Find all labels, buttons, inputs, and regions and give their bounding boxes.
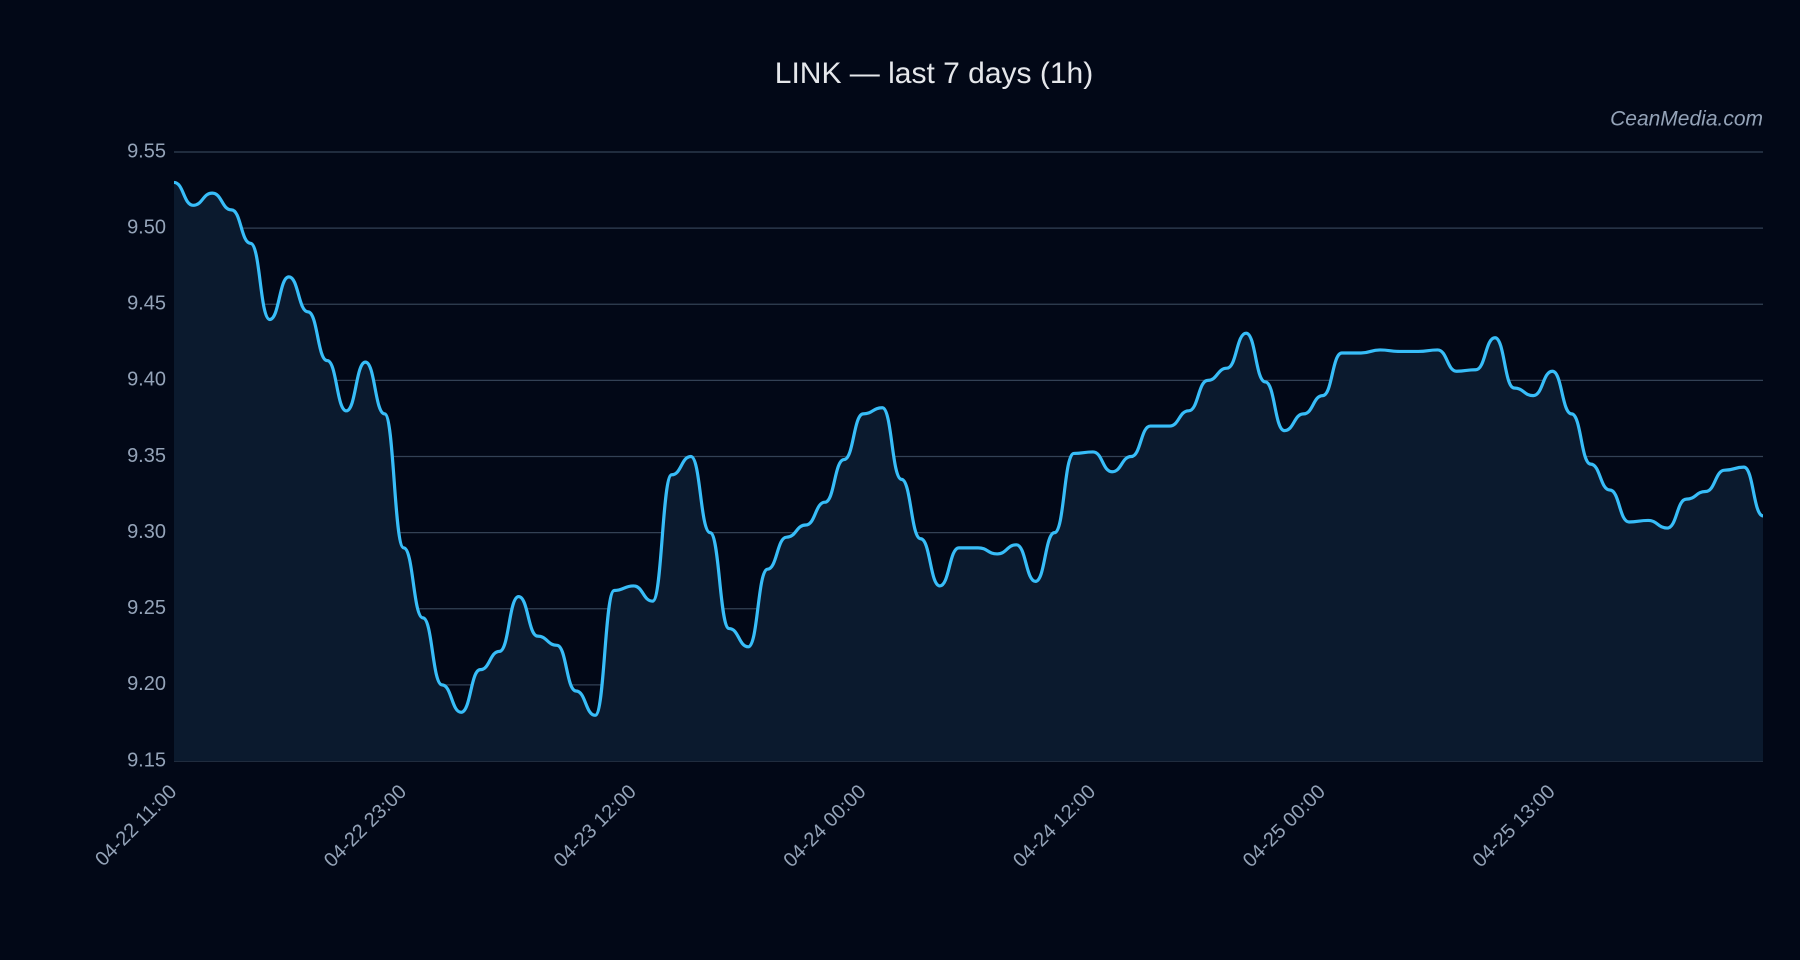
line xyxy=(173,180,1764,717)
y-tick-label: 9.40 xyxy=(127,369,166,391)
y-tick-label: 9.30 xyxy=(127,521,166,543)
chart-title: LINK — last 7 days (1h) xyxy=(775,57,1093,90)
y-tick-label: 9.50 xyxy=(127,216,166,238)
watermark: CeanMedia.com xyxy=(1610,108,1763,131)
y-tick-label: 9.15 xyxy=(127,749,166,771)
y-tick-label: 9.45 xyxy=(127,293,166,315)
area xyxy=(174,182,1763,761)
y-tick-label: 9.35 xyxy=(127,445,166,467)
y-tick-label: 9.55 xyxy=(127,140,166,162)
y-tick-label: 9.20 xyxy=(127,673,166,695)
y-tick-label: 9.25 xyxy=(127,597,166,619)
